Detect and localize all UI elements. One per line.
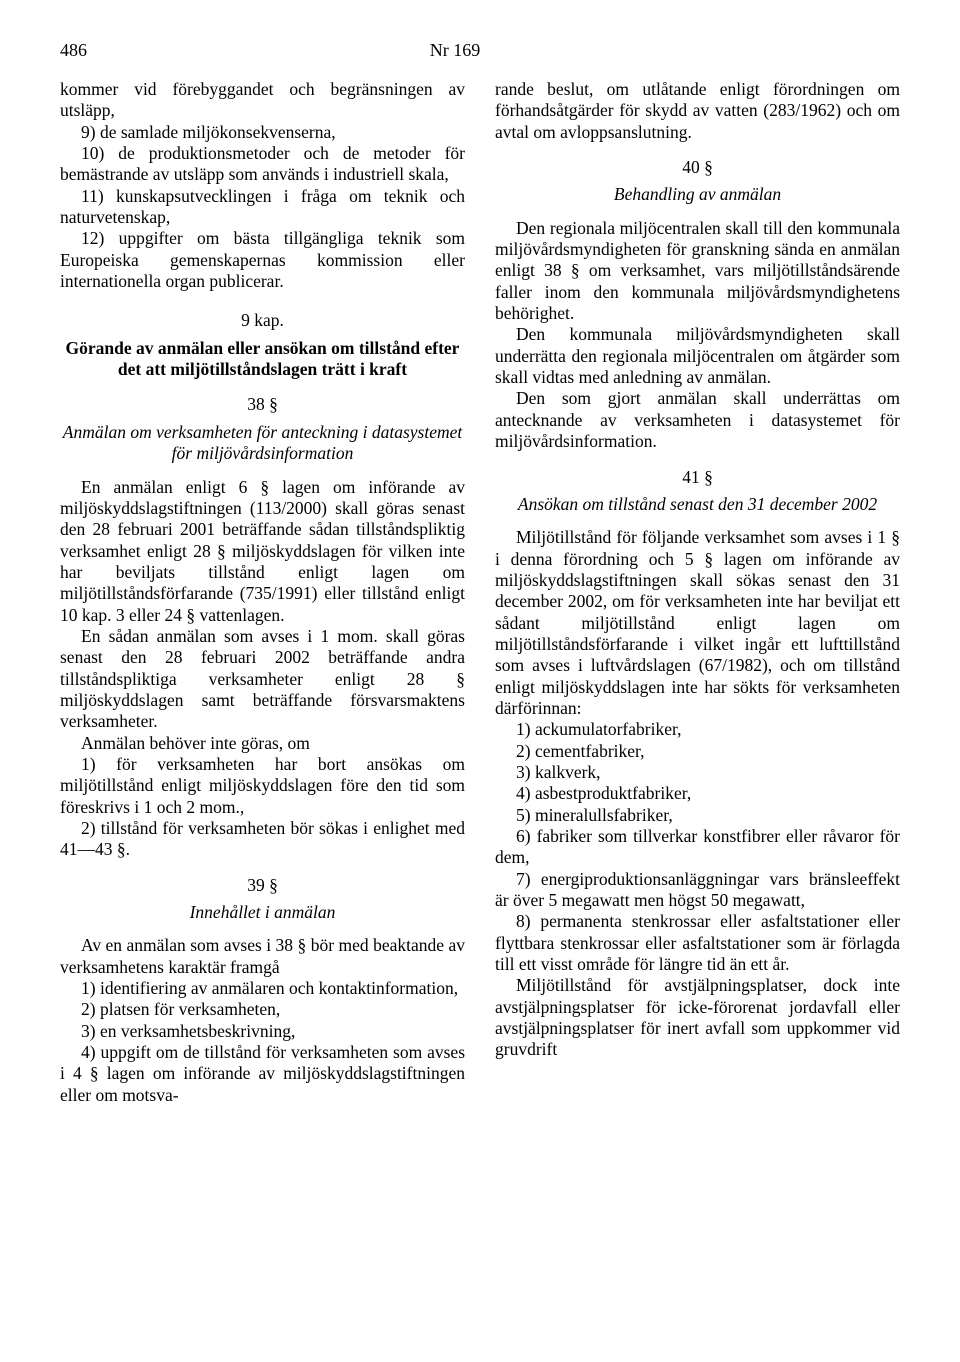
body-text: 9) de samlade miljökonsekvenserna, (60, 122, 465, 143)
body-text: Miljötillstånd för avstjälpningsplatser,… (495, 975, 900, 1060)
section-title: Anmälan om verksamheten för anteckning i… (60, 422, 465, 465)
section-title: Behandling av anmälan (495, 184, 900, 205)
body-text: Miljötillstånd för följande verksamhet s… (495, 527, 900, 719)
list-item: 3) kalkverk, (495, 762, 900, 783)
list-item: 1) för verksamheten har bort ansökas om … (60, 754, 465, 818)
body-text: En anmälan enligt 6 § lagen om införande… (60, 477, 465, 626)
list-item: 2) cementfabriker, (495, 741, 900, 762)
chapter-title: Görande av anmälan eller ansökan om till… (60, 338, 465, 381)
body-text: Anmälan behöver inte göras, om (60, 733, 465, 754)
page: 486 Nr 169 kommer vid förebyggandet och … (0, 0, 960, 1146)
list-item: 4) uppgift om de tillstånd för verksamhe… (60, 1042, 465, 1106)
body-text: 12) uppgifter om bästa tillgängliga tekn… (60, 228, 465, 292)
list-item: 6) fabriker som tillverkar konstfibrer e… (495, 826, 900, 869)
body-text: 11) kunskapsutvecklingen i fråga om tekn… (60, 186, 465, 229)
list-item: 8) permanenta stenkrossar eller asfaltst… (495, 911, 900, 975)
body-text: Av en anmälan som avses i 38 § bör med b… (60, 935, 465, 978)
chapter-number: 9 kap. (60, 310, 465, 331)
right-column: rande beslut, om utlåtande enligt förord… (495, 79, 900, 1106)
doc-number: Nr 169 (60, 40, 850, 61)
list-item: 1) ackumulatorfabriker, (495, 719, 900, 740)
text-columns: kommer vid förebyggandet och begränsning… (60, 79, 900, 1106)
section-number: 38 § (60, 394, 465, 415)
header-spacer (850, 40, 900, 61)
body-text: Den kommunala miljövårdsmyndigheten skal… (495, 324, 900, 388)
list-item: 7) energiproduktionsanläggningar vars br… (495, 869, 900, 912)
section-title: Innehållet i anmälan (60, 902, 465, 923)
body-text: En sådan anmälan som avses i 1 mom. skal… (60, 626, 465, 733)
body-text: 10) de produktionsmetoder och de metoder… (60, 143, 465, 186)
body-text: Den som gjort anmälan skall underrättas … (495, 388, 900, 452)
section-number: 40 § (495, 157, 900, 178)
body-text: Den regionala miljöcentralen skall till … (495, 218, 900, 325)
body-text: rande beslut, om utlåtande enligt förord… (495, 79, 900, 143)
page-header: 486 Nr 169 (60, 40, 900, 61)
section-number: 41 § (495, 467, 900, 488)
list-item: 2) tillstånd för verksamheten bör sökas … (60, 818, 465, 861)
body-text: kommer vid förebyggandet och begränsning… (60, 79, 465, 122)
section-number: 39 § (60, 875, 465, 896)
list-item: 1) identifiering av anmälaren och kontak… (60, 978, 465, 999)
left-column: kommer vid förebyggandet och begränsning… (60, 79, 465, 1106)
list-item: 4) asbestproduktfabriker, (495, 783, 900, 804)
section-title: Ansökan om tillstånd senast den 31 decem… (495, 494, 900, 515)
list-item: 5) mineralullsfabriker, (495, 805, 900, 826)
list-item: 2) platsen för verksamheten, (60, 999, 465, 1020)
list-item: 3) en verksamhetsbeskrivning, (60, 1021, 465, 1042)
